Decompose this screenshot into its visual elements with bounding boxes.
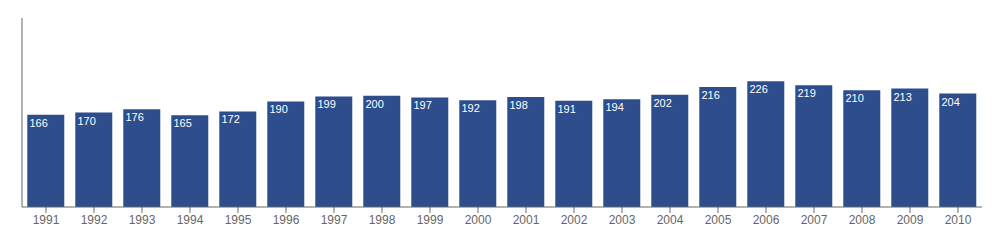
- svg-text:2010: 2010: [945, 213, 972, 227]
- svg-text:2000: 2000: [465, 213, 492, 227]
- svg-text:2009: 2009: [897, 213, 924, 227]
- svg-text:1996: 1996: [273, 213, 300, 227]
- svg-text:1994: 1994: [177, 213, 204, 227]
- svg-text:2007: 2007: [801, 213, 828, 227]
- svg-text:1998: 1998: [369, 213, 396, 227]
- svg-text:2001: 2001: [513, 213, 540, 227]
- svg-text:1995: 1995: [225, 213, 252, 227]
- svg-text:199: 199: [318, 98, 336, 110]
- svg-text:166: 166: [30, 117, 48, 129]
- svg-text:165: 165: [174, 117, 192, 129]
- svg-text:202: 202: [654, 97, 672, 109]
- svg-text:170: 170: [78, 115, 96, 127]
- svg-text:192: 192: [462, 102, 480, 114]
- svg-text:198: 198: [510, 99, 528, 111]
- svg-text:1991: 1991: [33, 213, 60, 227]
- svg-text:2003: 2003: [609, 213, 636, 227]
- svg-text:1999: 1999: [417, 213, 444, 227]
- svg-text:210: 210: [846, 92, 864, 104]
- svg-text:194: 194: [606, 101, 624, 113]
- svg-text:2004: 2004: [657, 213, 684, 227]
- svg-text:1992: 1992: [81, 213, 108, 227]
- svg-text:1993: 1993: [129, 213, 156, 227]
- svg-text:216: 216: [702, 89, 720, 101]
- svg-text:172: 172: [222, 113, 240, 125]
- svg-text:2002: 2002: [561, 213, 588, 227]
- svg-text:191: 191: [558, 103, 576, 115]
- svg-text:190: 190: [270, 103, 288, 115]
- svg-text:176: 176: [126, 111, 144, 123]
- svg-text:213: 213: [894, 91, 912, 103]
- svg-text:204: 204: [942, 96, 960, 108]
- svg-text:2008: 2008: [849, 213, 876, 227]
- svg-text:2005: 2005: [705, 213, 732, 227]
- svg-text:200: 200: [366, 98, 384, 110]
- svg-text:219: 219: [798, 87, 816, 99]
- svg-text:197: 197: [414, 99, 432, 111]
- svg-text:2006: 2006: [753, 213, 780, 227]
- svg-text:1997: 1997: [321, 213, 348, 227]
- svg-text:226: 226: [750, 83, 768, 95]
